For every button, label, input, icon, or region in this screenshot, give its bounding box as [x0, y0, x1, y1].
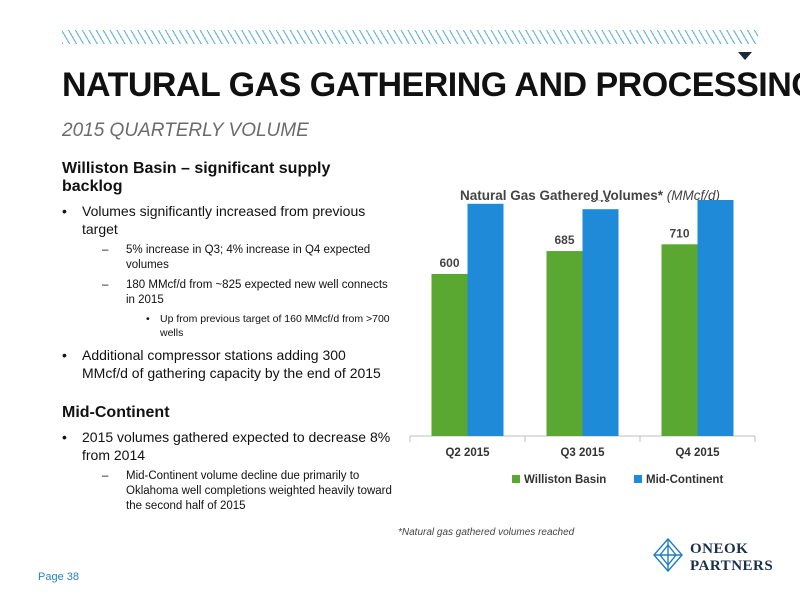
data-label: 600: [439, 256, 459, 270]
x-tick-label: Q4 2015: [675, 447, 720, 459]
page-subtitle: 2015 QUARTERLY VOLUME: [62, 120, 309, 141]
sub-bullet-text: 5% increase in Q3; 4% increase in Q4 exp…: [126, 244, 371, 271]
bullet-dot-icon: •: [62, 347, 67, 363]
triangle-down-icon: [738, 52, 752, 60]
bullet-item: • Additional compressor stations adding …: [62, 346, 392, 382]
chart-title-text: Natural Gas Gathered Volumes*: [459, 188, 664, 203]
bar-chart: 600860Q2 2015685840Q3 2015710910Q4 2015W…: [409, 200, 756, 486]
data-label: 840: [590, 200, 610, 205]
dash-icon: –: [102, 470, 109, 482]
bullet-content: Williston Basin – significant supply bac…: [62, 160, 392, 514]
dash-icon: –: [102, 279, 109, 291]
sub-bullet-text: 180 MMcf/d from ~825 expected new well c…: [126, 279, 388, 306]
header-hatch-band: [62, 30, 758, 44]
bullet-text: Volumes significantly increased from pre…: [82, 203, 366, 237]
logo-line2: PARTNERS: [690, 558, 774, 574]
logo-mark-icon: [653, 537, 683, 573]
bar: [431, 274, 468, 436]
data-label: 685: [554, 233, 574, 247]
bullet-item: • 2015 volumes gathered expected to decr…: [62, 428, 392, 464]
bullet-text: 2015 volumes gathered expected to decrea…: [82, 429, 391, 463]
page-title: NATURAL GAS GATHERING AND PROCESSING: [62, 66, 800, 104]
x-tick-label: Q2 2015: [445, 447, 490, 459]
bar: [582, 209, 619, 436]
bar: [661, 244, 698, 436]
sub-sub-bullet-item: • Up from previous target of 160 MMcf/d …: [62, 312, 392, 340]
bullet-text: Additional compressor stations adding 30…: [82, 347, 381, 381]
data-label: 710: [669, 226, 689, 240]
bullet-dot-icon: •: [62, 429, 67, 445]
dash-icon: –: [102, 244, 109, 256]
legend-swatch: [512, 475, 520, 483]
bullet-item: • Volumes significantly increased from p…: [62, 202, 392, 238]
x-tick-label: Q3 2015: [560, 447, 605, 459]
bar: [546, 251, 583, 436]
section-heading-williston: Williston Basin – significant supply bac…: [62, 160, 331, 195]
sub-sub-bullet-text: Up from previous target of 160 MMcf/d fr…: [160, 313, 390, 339]
bullet-dot-icon: •: [62, 203, 67, 219]
bar: [467, 203, 504, 436]
footnote: *Natural gas gathered volumes reached: [398, 527, 575, 538]
legend-label: Williston Basin: [524, 474, 606, 486]
logo-text: ONEOK PARTNERS: [690, 541, 773, 575]
sub-bullet-item: – 5% increase in Q3; 4% increase in Q4 e…: [62, 243, 392, 273]
sub-bullet-text: Mid-Continent volume decline due primari…: [126, 470, 392, 512]
legend-swatch: [634, 475, 642, 483]
sub-bullet-item: – Mid-Continent volume decline due prima…: [62, 469, 392, 514]
bar: [697, 200, 734, 436]
company-logo: ONEOK PARTNERS: [650, 537, 773, 577]
bullet-dot-icon: •: [146, 313, 150, 325]
legend-label: Mid-Continent: [646, 474, 723, 486]
sub-bullet-item: – 180 MMcf/d from ~825 expected new well…: [62, 278, 392, 308]
logo-line1: ONEOK: [690, 541, 749, 557]
section-heading-midcontinent: Mid-Continent: [62, 404, 170, 421]
page-number: Page 38: [38, 571, 79, 583]
